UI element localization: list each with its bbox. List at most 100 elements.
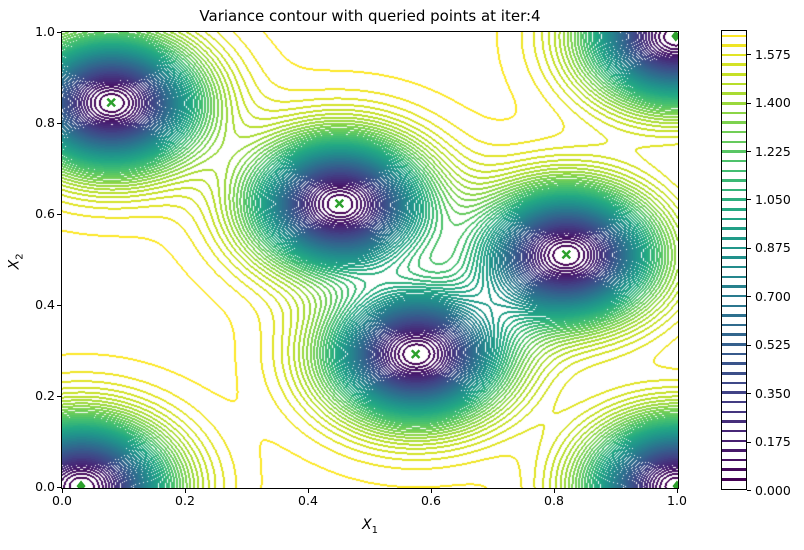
colorbar-level-line [722,121,746,124]
colorbar-level-line [722,217,746,221]
colorbar-level-line [722,285,746,288]
colorbar-level-line [722,92,746,95]
colorbar-tick-mark [747,344,751,346]
x-axis-label: X1 [362,517,378,536]
y-tick-label: 0.4 [35,297,55,312]
x-tick-mark [431,489,432,493]
colorbar-level-line [722,169,746,173]
y-tick-label: 0.6 [35,206,55,221]
colorbar-level-line [722,130,746,134]
colorbar-level-line [722,227,746,230]
colorbar-tick-label: 1.050 [755,191,791,207]
x-tick-label: 0.2 [175,493,195,508]
colorbar-level-line [722,478,746,481]
colorbar-level-line [722,198,746,201]
colorbar-level-line [722,82,746,86]
x-tick-label: 0.4 [298,493,318,508]
colorbar-level-line [722,391,746,394]
queried-point-marker [75,478,87,488]
colorbar-tick-label: 1.400 [755,95,791,111]
colorbar-tick-mark [747,151,751,153]
queried-point-marker [333,197,346,210]
colorbar-tick-mark [747,247,751,249]
colorbar-tick-mark [747,199,751,201]
colorbar-level-line [722,362,746,365]
colorbar-level-line [722,159,746,163]
plot-area [62,32,678,488]
colorbar-level-line [722,420,746,423]
y-axis-label: X2 [6,253,26,270]
x-tick-mark [185,489,186,493]
colorbar-tick-label: 0.350 [755,385,791,401]
colorbar [721,30,747,490]
colorbar-level-line [722,439,746,443]
y-tick-mark [57,487,61,488]
colorbar-level-line [722,410,746,414]
x-tick-mark [677,489,678,493]
y-tick-label: 1.0 [35,24,55,39]
colorbar-level-line [722,111,746,115]
colorbar-tick-label: 0.525 [755,337,791,353]
queried-point-marker [104,96,118,109]
colorbar-tick-mark [747,441,751,443]
colorbar-level-line [722,246,746,250]
colorbar-level-line [722,468,746,471]
colorbar-level-line [722,343,746,346]
colorbar-tick-mark [747,393,751,395]
colorbar-level-line [722,140,746,144]
colorbar-level-line [722,372,746,375]
y-tick-label: 0.2 [35,388,55,403]
x-tick-label: 0.0 [52,493,72,508]
colorbar-level-line [722,150,746,153]
colorbar-level-line [722,449,746,452]
y-tick-label: 0.8 [35,115,55,130]
colorbar-level-line [722,352,746,356]
colorbar-tick-mark [747,54,751,56]
x-tick-label: 0.6 [421,493,441,508]
colorbar-level-line [722,63,746,66]
y-tick-label: 0.0 [35,479,55,494]
colorbar-tick-mark [747,102,751,104]
colorbar-tick-label: 0.700 [755,288,791,304]
colorbar-tick-label: 0.875 [755,240,791,256]
colorbar-level-line [722,53,746,57]
colorbar-level-line [722,275,746,279]
x-tick-mark [308,489,309,493]
colorbar-level-line [722,265,746,269]
colorbar-level-line [722,208,746,211]
x-tick-label: 1.0 [667,493,687,508]
colorbar-level-line [722,188,746,192]
x-tick-mark [554,489,555,493]
queried-point-marker [409,347,422,361]
colorbar-tick-label: 0.000 [755,482,791,498]
y-tick-mark [57,32,61,33]
chart-title: Variance contour with queried points at … [199,7,541,25]
queried-point-marker [671,478,678,488]
x-tick-mark [62,489,63,493]
colorbar-level-line [722,237,746,240]
queried-point-marker [669,32,678,44]
y-tick-mark [57,123,61,124]
colorbar-level-line [722,323,746,327]
colorbar-level-line [722,458,746,462]
colorbar-level-line [722,34,746,38]
colorbar-level-line [722,314,746,317]
colorbar-tick-mark [747,296,751,298]
colorbar-tick-label: 1.575 [755,46,791,62]
colorbar-level-line [722,256,746,259]
colorbar-level-line [722,73,746,76]
colorbar-level-line [722,400,746,404]
colorbar-level-line [722,44,746,47]
colorbar-level-line [722,304,746,308]
colorbar-level-line [722,179,746,182]
colorbar-level-line [722,102,746,105]
colorbar-level-line [722,294,746,298]
contour-canvas [62,32,678,488]
y-tick-mark [57,214,61,215]
colorbar-tick-label: 1.225 [755,143,791,159]
colorbar-tick-label: 0.175 [755,434,791,450]
queried-point-marker [560,248,573,261]
x-tick-label: 0.8 [544,493,564,508]
colorbar-level-line [722,429,746,433]
